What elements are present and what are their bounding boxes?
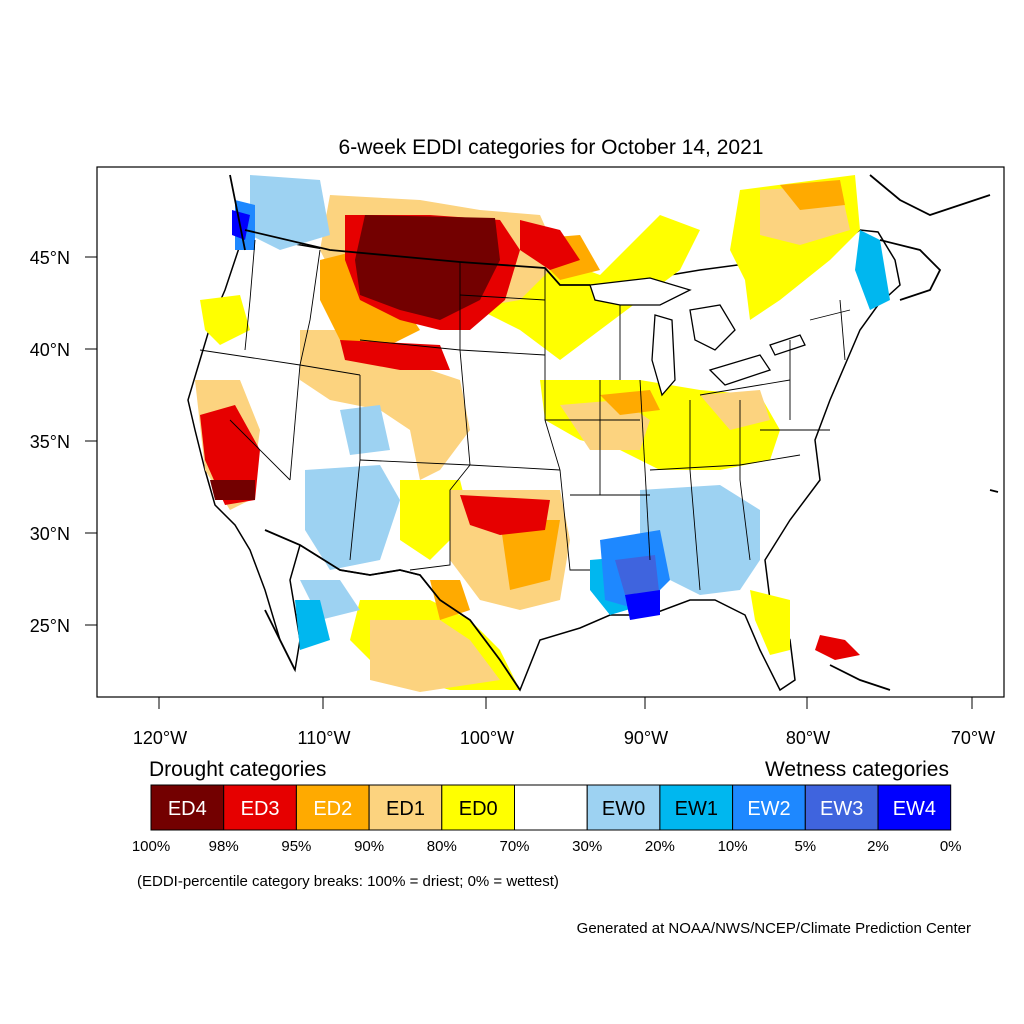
lat-label-35: 35°N [30, 432, 70, 452]
map-frame [96, 166, 1005, 698]
legend-break-label: 80% [427, 838, 457, 855]
legend-label-ed4: ED4 [168, 798, 207, 820]
legend-swatch-normal [514, 784, 588, 831]
legend-label-ed2: ED2 [313, 798, 352, 820]
lon-label-90: 90°W [624, 728, 668, 748]
legend-color-bar: ED4 ED3 ED2 ED1 ED0 EW0 EW1 EW2 EW3 EW4 [150, 784, 952, 831]
legend-label-ew4: EW4 [893, 798, 936, 820]
lat-label-40: 40°N [30, 340, 70, 360]
legend-swatch-ew0 [586, 784, 661, 831]
legend-swatch-ed4 [150, 784, 225, 831]
legend-swatch-ed1 [368, 784, 443, 831]
lat-label-30: 30°N [30, 524, 70, 544]
legend-break-label: 0% [940, 838, 962, 855]
great-lakes [589, 277, 806, 397]
legend-label-ed3: ED3 [241, 798, 280, 820]
map-panel [187, 174, 999, 692]
latitude-axis: 45°N 40°N 35°N 30°N 25°N [30, 248, 97, 636]
legend-break-labels: 100% 98% 95% 90% 80% 70% 30% 20% 10% 5% 2% 0% [132, 838, 962, 855]
legend-label-ew0: EW0 [602, 798, 645, 820]
legend-break-label: 5% [794, 838, 816, 855]
legend-label-ed0: ED0 [459, 798, 498, 820]
legend-break-label: 20% [645, 838, 675, 855]
legend-swatch-ed2 [295, 784, 370, 831]
credit-line: Generated at NOAA/NWS/NCEP/Climate Predi… [577, 920, 971, 937]
legend-swatch-ew2 [732, 784, 806, 831]
lat-label-45: 45°N [30, 248, 70, 268]
legend-swatch-ew3 [804, 784, 879, 831]
lon-label-70: 70°W [951, 728, 995, 748]
drought-heading: Drought categories [149, 758, 326, 781]
legend-label-ed1: ED1 [386, 798, 425, 820]
category-breaks-note: (EDDI-percentile category breaks: 100% =… [137, 873, 559, 890]
legend-break-label: 100% [132, 838, 170, 855]
legend-break-label: 90% [354, 838, 384, 855]
legend-break-label: 30% [572, 838, 602, 855]
category-shading [195, 175, 890, 692]
lon-label-120: 120°W [133, 728, 187, 748]
coastline [229, 174, 999, 691]
state-boundaries [199, 239, 851, 591]
legend-break-label: 95% [281, 838, 311, 855]
legend-swatch-ed3 [223, 784, 297, 831]
lat-label-25: 25°N [30, 616, 70, 636]
legend-swatch-ew4 [877, 784, 952, 831]
legend-label-ew1: EW1 [675, 798, 718, 820]
longitude-axis: 120°W 110°W 100°W 90°W 80°W 70°W [133, 697, 995, 748]
legend-break-label: 98% [209, 838, 239, 855]
legend-label-ew3: EW3 [820, 798, 863, 820]
legend-break-label: 10% [718, 838, 748, 855]
lon-label-110: 110°W [298, 728, 351, 748]
legend-label-ew2: EW2 [747, 798, 790, 820]
legend-break-label: 70% [499, 838, 529, 855]
lon-label-80: 80°W [786, 728, 830, 748]
lon-label-100: 100°W [460, 728, 514, 748]
legend-break-label: 2% [867, 838, 889, 855]
legend-swatch-ew1 [659, 784, 734, 831]
map-title: 6-week EDDI categories for October 14, 2… [339, 136, 764, 159]
wetness-heading: Wetness categories [765, 758, 949, 781]
